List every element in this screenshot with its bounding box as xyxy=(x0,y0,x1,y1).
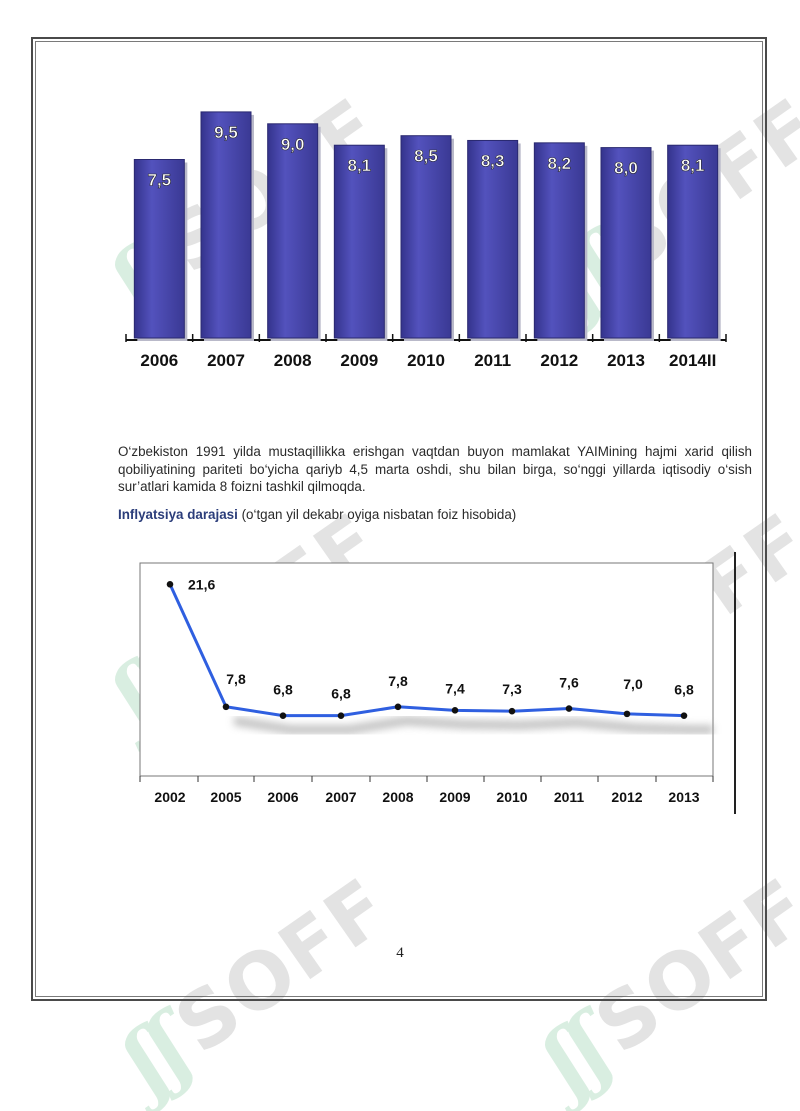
line-data-label: 7,0 xyxy=(623,676,643,692)
bar-tick-label: 2013 xyxy=(607,351,645,370)
line-shadow xyxy=(233,716,713,735)
bar-tick-label: 2007 xyxy=(207,351,245,370)
line-point-2011 xyxy=(565,705,573,712)
line-data-label: 7,3 xyxy=(502,681,522,697)
bar-data-label: 8,1 xyxy=(348,156,372,175)
line-data-label: 21,6 xyxy=(188,576,215,592)
line-data-label: 7,8 xyxy=(388,673,408,689)
line-tick-label: 2005 xyxy=(210,789,241,805)
right-divider xyxy=(734,552,736,814)
line-point-2005 xyxy=(222,703,230,711)
bar-data-label: 8,2 xyxy=(548,154,572,173)
page-border-inner xyxy=(35,41,763,997)
bar-2008 xyxy=(267,123,319,339)
inflation-line-chart: 2002 2005 2006 2007 2008 2009 2010 2011 2012 2013… xyxy=(139,562,714,805)
line-tick-label: 2006 xyxy=(267,789,298,805)
caption-bold: Inflyatsiya darajasi xyxy=(118,507,238,522)
bar-2009 xyxy=(333,144,385,339)
line-data-label: 7,6 xyxy=(559,675,579,691)
bar-tick-label: 2006 xyxy=(140,351,178,370)
line-tick-label: 2002 xyxy=(154,789,185,805)
bar-data-label: 9,5 xyxy=(214,123,238,142)
watermark-mark: ʃʃ xyxy=(525,998,628,1111)
line-data-label: 6,8 xyxy=(674,682,694,698)
line-tick-label: 2011 xyxy=(554,789,585,805)
bar-2014II xyxy=(667,144,719,339)
watermark-mark: ʃʃ xyxy=(105,998,208,1111)
line-point-2008 xyxy=(394,703,402,711)
line-point-2009 xyxy=(451,707,459,714)
bar-data-label: 8,0 xyxy=(614,159,638,178)
page-border-outer xyxy=(31,37,767,1001)
bar-data-label: 8,3 xyxy=(481,151,505,170)
page-number: 4 xyxy=(396,945,404,961)
line-point-2006 xyxy=(279,712,287,719)
bar-tick-label: 2011 xyxy=(474,351,511,370)
bar-tick-label: 2014II xyxy=(669,351,716,370)
line-tick-label: 2010 xyxy=(496,789,527,805)
line-data-label: 6,8 xyxy=(331,686,351,702)
line-point-2002 xyxy=(166,581,174,588)
bar-2013 xyxy=(600,147,652,339)
bar-data-label: 9,0 xyxy=(281,135,305,154)
line-data-label: 7,8 xyxy=(226,671,246,687)
bar-data-label: 7,5 xyxy=(148,171,172,190)
inflation-caption: Inflyatsiya darajasi (o‘tgan yil dekabr … xyxy=(118,507,516,522)
bar-2010 xyxy=(400,135,452,339)
line-tick-label: 2007 xyxy=(325,789,356,805)
line-tick-label: 2012 xyxy=(611,789,642,805)
line-point-2012 xyxy=(623,710,631,718)
line-point-2010 xyxy=(508,707,516,715)
bar-data-label: 8,5 xyxy=(414,147,438,166)
body-paragraph: O‘zbekiston 1991 yilda mustaqillikka eri… xyxy=(118,444,752,494)
line-point-2013 xyxy=(680,712,688,719)
bar-2011 xyxy=(467,139,519,339)
bar-2012 xyxy=(533,142,585,339)
line-tick-label: 2009 xyxy=(439,789,470,805)
bar-tick-label: 2010 xyxy=(407,351,445,370)
line-point-2007 xyxy=(337,712,345,719)
line-chart-plot-area xyxy=(139,562,714,777)
line-tick-label: 2013 xyxy=(668,789,699,805)
gdp-growth-bar-chart: 7,5 2006 9,5 2007 9,0 2008 8,1 2009 8,5 2010 8,3 20… xyxy=(125,111,727,370)
bar-data-label: 8,1 xyxy=(681,156,705,175)
bar-tick-label: 2009 xyxy=(340,351,378,370)
line-tick-label: 2008 xyxy=(382,789,413,805)
bar-tick-label: 2008 xyxy=(274,351,312,370)
bar-tick-label: 2012 xyxy=(540,351,578,370)
line-data-label: 6,8 xyxy=(273,682,293,698)
line-data-label: 7,4 xyxy=(445,680,465,696)
inflation-line xyxy=(168,583,685,718)
bar-2007 xyxy=(200,111,252,339)
caption-rest: (o‘tgan yil dekabr oyiga nisbatan foiz h… xyxy=(237,507,517,522)
bar-2006 xyxy=(133,159,185,339)
